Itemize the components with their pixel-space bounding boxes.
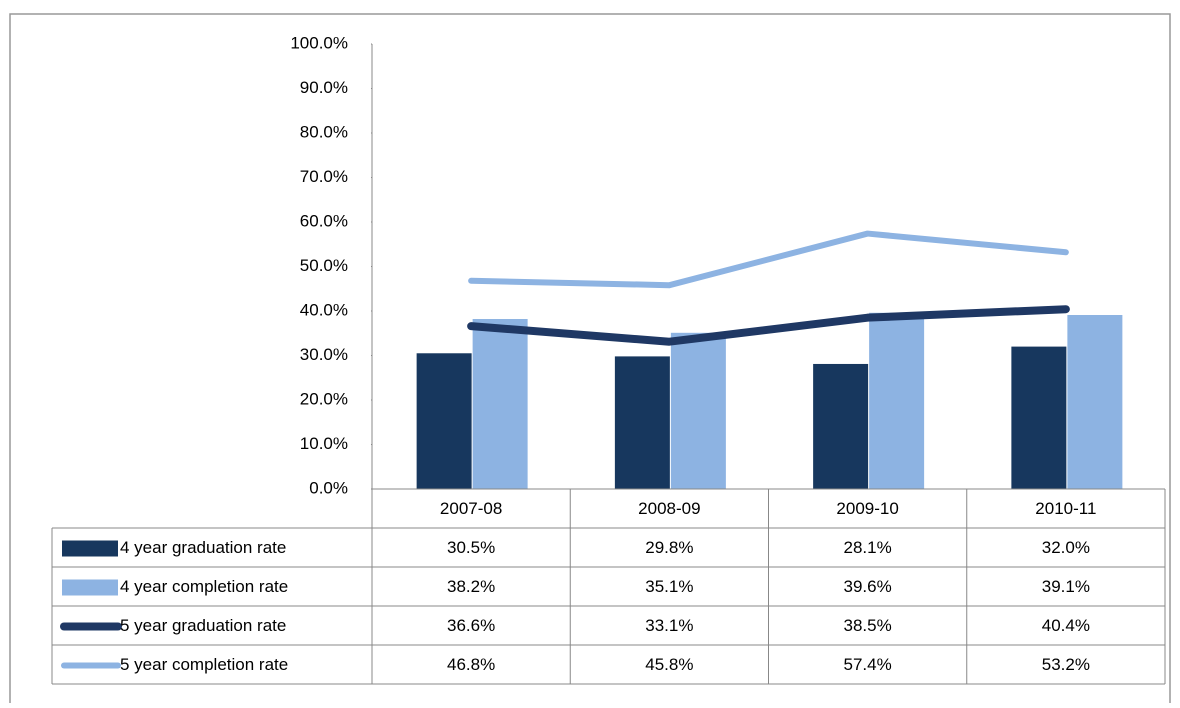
- table-cell: 39.1%: [1042, 577, 1090, 596]
- x-tick-label: 2007-08: [440, 499, 502, 518]
- x-tick-label: 2010-11: [1035, 499, 1096, 518]
- bar: [416, 353, 472, 489]
- table-cell: 38.2%: [447, 577, 495, 596]
- y-tick-label: 90.0%: [300, 78, 348, 97]
- bar: [1067, 315, 1123, 489]
- bar: [472, 319, 528, 489]
- y-tick-label: 50.0%: [300, 256, 348, 275]
- bar: [813, 363, 869, 489]
- table-cell: 28.1%: [844, 538, 892, 557]
- bar: [1011, 346, 1067, 489]
- bar: [869, 312, 925, 489]
- table-cell: 53.2%: [1042, 655, 1090, 674]
- x-tick-label: 2009-10: [836, 499, 898, 518]
- table-cell: 30.5%: [447, 538, 495, 557]
- table-cell: 57.4%: [844, 655, 892, 674]
- legend-key: [62, 579, 118, 596]
- legend-key: [62, 540, 118, 557]
- y-tick-label: 40.0%: [300, 300, 348, 319]
- legend-label: 5 year completion rate: [120, 655, 288, 674]
- table-cell: 39.6%: [844, 577, 892, 596]
- y-tick-label: 80.0%: [300, 122, 348, 141]
- y-tick-label: 0.0%: [309, 478, 348, 497]
- line-series: [467, 305, 1070, 346]
- y-tick-label: 60.0%: [300, 211, 348, 230]
- y-tick-label: 70.0%: [300, 167, 348, 186]
- legend-label: 4 year completion rate: [120, 577, 288, 596]
- table-cell: 38.5%: [844, 616, 892, 635]
- table-cell: 45.8%: [645, 655, 693, 674]
- table-cell: 29.8%: [645, 538, 693, 557]
- bar: [670, 332, 726, 489]
- y-tick-label: 100.0%: [290, 33, 348, 52]
- y-tick-label: 20.0%: [300, 389, 348, 408]
- legend-label: 4 year graduation rate: [120, 538, 286, 557]
- table-cell: 40.4%: [1042, 616, 1090, 635]
- table-cell: 33.1%: [645, 616, 693, 635]
- chart-frame: [9, 13, 1171, 708]
- line-series: [468, 230, 1069, 289]
- legend-label: 5 year graduation rate: [120, 616, 286, 635]
- table-cell: 35.1%: [645, 577, 693, 596]
- table-cell: 46.8%: [447, 655, 495, 674]
- table-cell: 32.0%: [1042, 538, 1090, 557]
- x-tick-label: 2008-09: [638, 499, 700, 518]
- bar: [614, 356, 670, 489]
- table-cell: 36.6%: [447, 616, 495, 635]
- y-tick-label: 10.0%: [300, 434, 348, 453]
- y-tick-label: 30.0%: [300, 345, 348, 364]
